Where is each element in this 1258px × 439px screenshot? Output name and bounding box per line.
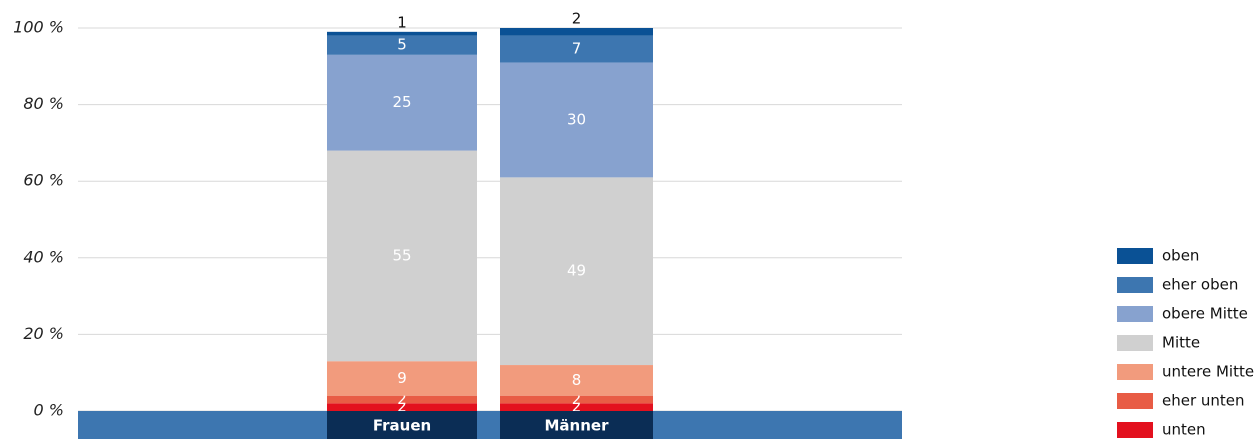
legend-label: unten <box>1162 421 1206 439</box>
x-tick-label: Männer <box>545 417 610 435</box>
value-label: 25 <box>392 93 411 111</box>
legend-label: untere Mitte <box>1162 363 1254 381</box>
bar-segment <box>327 54 477 151</box>
value-label: 2 <box>572 390 582 408</box>
value-label: 49 <box>567 262 586 280</box>
legend-label: oben <box>1162 247 1199 265</box>
legend-label: Mitte <box>1162 334 1200 352</box>
bar-segment <box>500 177 653 366</box>
y-tick-label: 100 % <box>13 18 64 37</box>
legend-swatch <box>1117 248 1153 264</box>
category-box <box>500 411 653 439</box>
value-label: 2 <box>397 398 407 416</box>
value-label: 8 <box>572 371 582 389</box>
value-label: 2 <box>397 390 407 408</box>
value-label: 1 <box>397 13 407 31</box>
value-label: 7 <box>572 40 582 58</box>
legend-swatch <box>1117 335 1153 351</box>
legend-swatch <box>1117 277 1153 293</box>
bar-segment <box>327 361 477 396</box>
value-label: 30 <box>567 110 586 128</box>
y-tick-label: 60 % <box>23 171 64 190</box>
bar-segment <box>500 395 653 404</box>
value-label: 9 <box>397 369 407 387</box>
bar-segment <box>500 28 653 36</box>
legend-swatch <box>1117 393 1153 409</box>
bar-segment <box>327 31 477 36</box>
legend-label: eher unten <box>1162 392 1245 410</box>
axis-band <box>78 411 902 439</box>
bar-segment <box>327 150 477 362</box>
value-label: 2 <box>572 10 582 28</box>
bar-segment <box>500 403 653 411</box>
category-box <box>327 411 477 439</box>
bar-segment <box>500 62 653 178</box>
legend-swatch <box>1117 306 1153 322</box>
y-tick-label: 40 % <box>23 247 64 266</box>
bar-segment <box>327 395 477 404</box>
y-tick-label: 0 % <box>34 401 64 420</box>
bar-segment <box>327 403 477 411</box>
legend-swatch <box>1117 422 1153 438</box>
bar-segment <box>327 35 477 55</box>
value-label: 55 <box>392 246 411 264</box>
value-label: 2 <box>572 398 582 416</box>
bar-segment <box>500 35 653 63</box>
legend-label: eher oben <box>1162 276 1238 294</box>
x-tick-label: Frauen <box>373 417 431 435</box>
y-tick-label: 80 % <box>23 94 64 113</box>
bar-segment <box>500 365 653 396</box>
value-label: 5 <box>397 36 407 54</box>
legend-label: obere Mitte <box>1162 305 1248 323</box>
legend-swatch <box>1117 364 1153 380</box>
y-tick-label: 20 % <box>23 324 64 343</box>
